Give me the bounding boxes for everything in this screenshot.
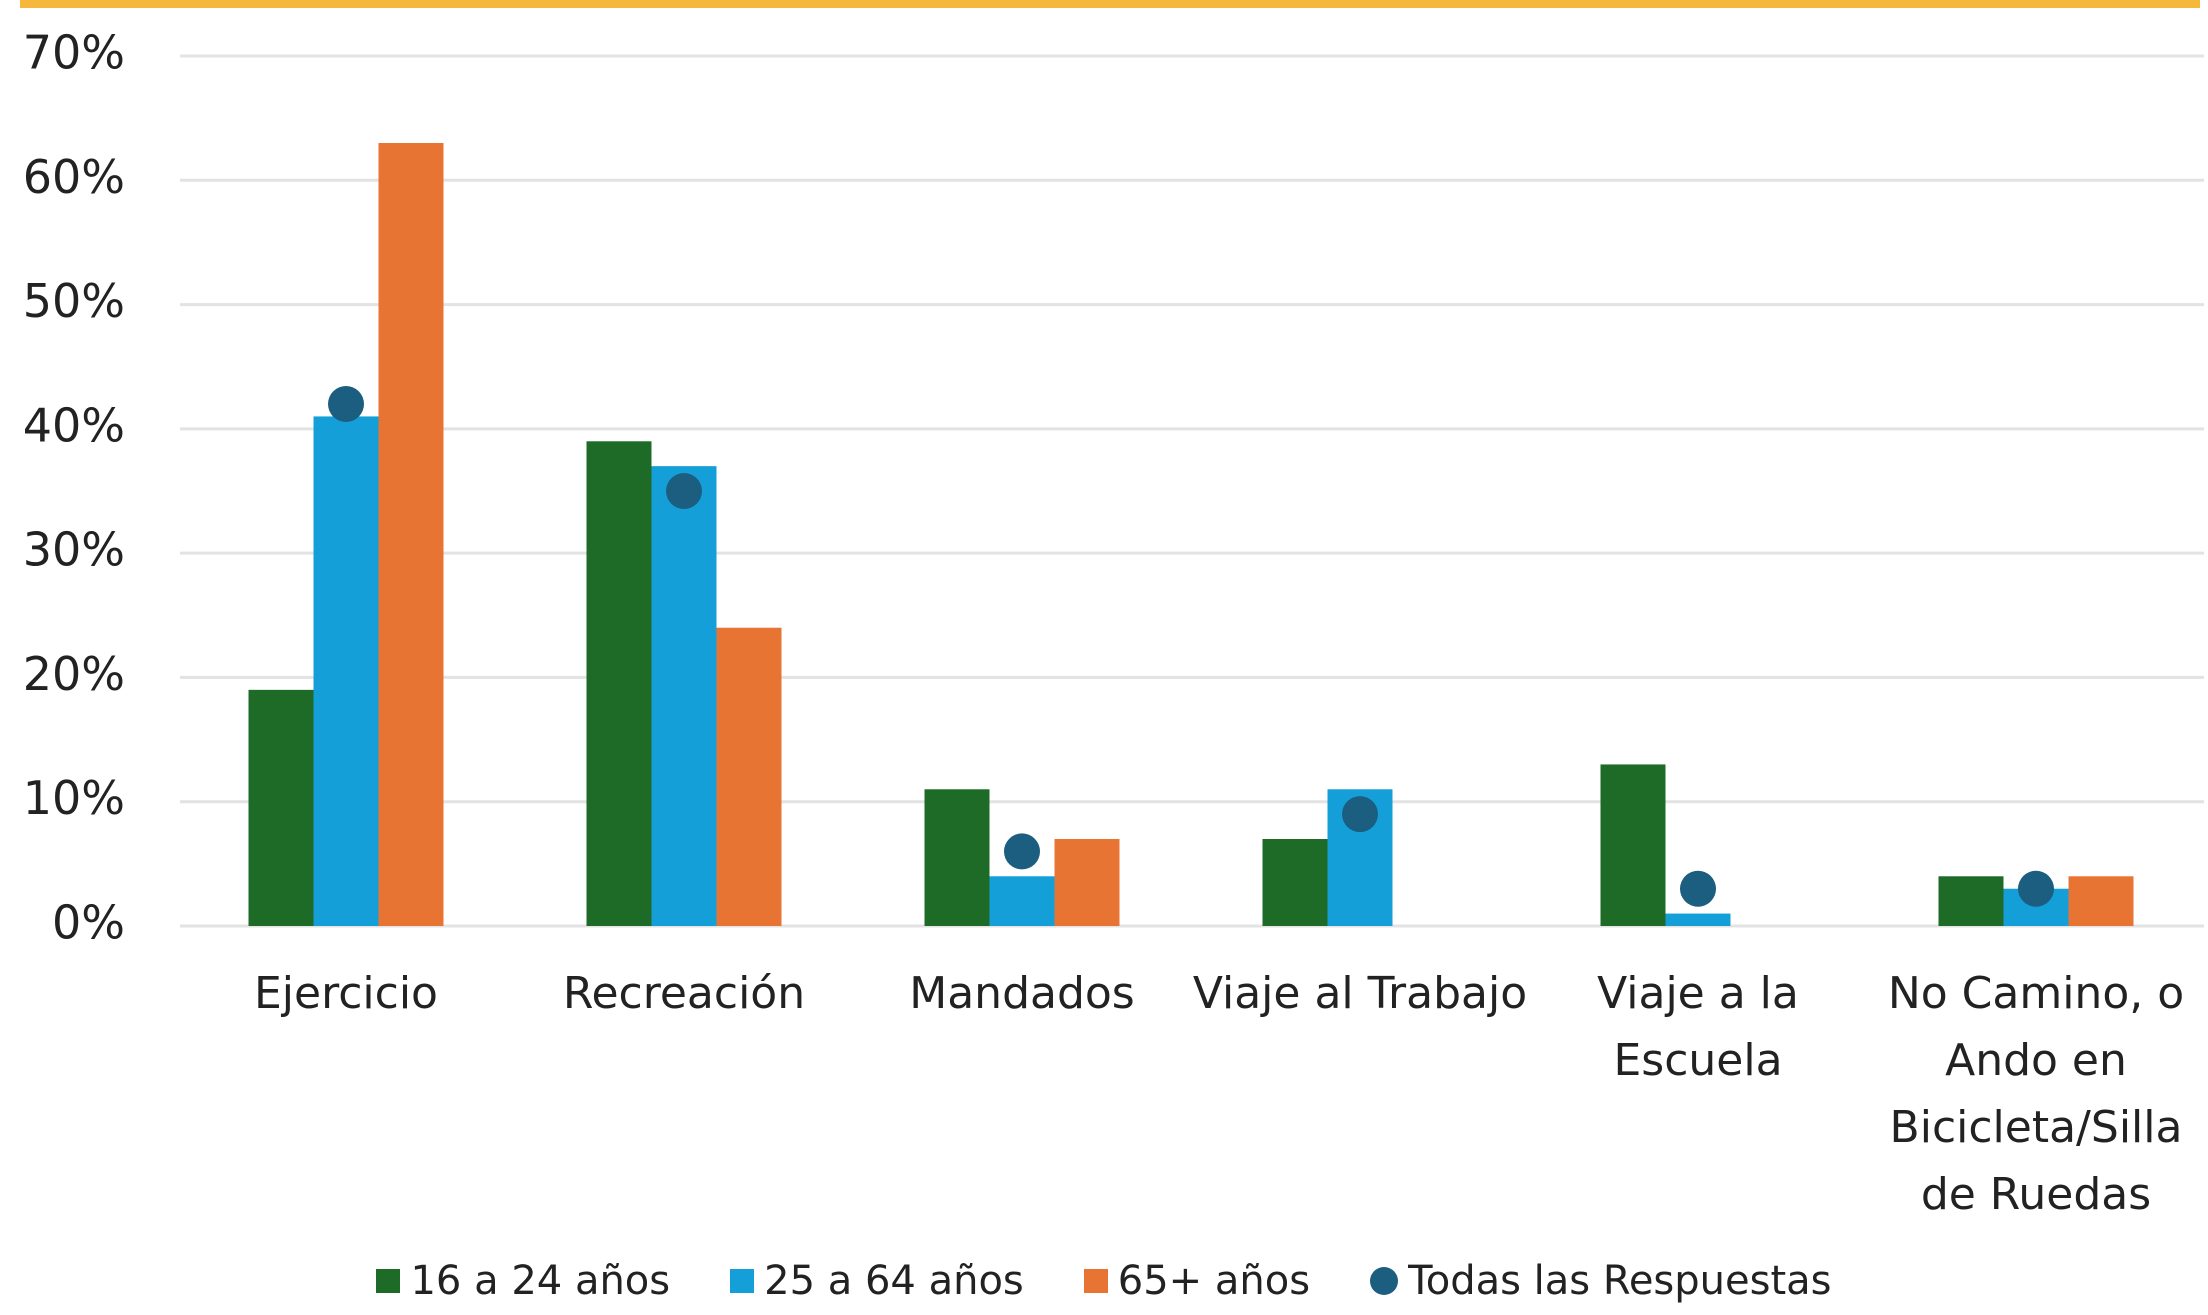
bar — [924, 789, 990, 926]
legend-label: 25 a 64 años — [764, 1258, 1024, 1304]
dot — [328, 386, 364, 422]
bar — [378, 143, 444, 926]
dot — [666, 473, 702, 509]
legend-item: 16 a 24 años — [376, 1258, 670, 1304]
bar — [586, 441, 652, 926]
legend-swatch — [376, 1269, 401, 1293]
y-tick-label: 60% — [23, 150, 125, 204]
legend-label: 16 a 24 años — [410, 1258, 671, 1304]
bar — [2068, 876, 2134, 926]
bar — [1600, 764, 1666, 926]
legend-label: Todas las Respuestas — [1408, 1258, 1832, 1304]
bar — [651, 466, 717, 926]
bar — [1054, 839, 1120, 926]
legend-item: Todas las Respuestas — [1370, 1258, 1832, 1304]
x-tick-label: Mandados — [909, 968, 1135, 1019]
x-tick-label: Recreación — [562, 968, 806, 1019]
legend-item: 65+ años — [1083, 1258, 1311, 1304]
bar — [313, 416, 379, 926]
y-tick-label: 0% — [52, 896, 125, 950]
legend: 16 a 24 años 25 a 64 años 65+ años Todas la… — [0, 1258, 2208, 1304]
legend-item: 25 a 64 años — [730, 1258, 1024, 1304]
y-tick-label: 20% — [23, 647, 125, 701]
dot — [2018, 870, 2054, 907]
x-tick-label: Viaje al Trabajo — [1192, 968, 1528, 1019]
legend-swatch — [1083, 1269, 1108, 1293]
legend-label: 65+ años — [1117, 1258, 1311, 1304]
bar — [1665, 913, 1731, 926]
y-tick-label: 40% — [23, 398, 125, 452]
bar — [248, 689, 314, 926]
dot — [1342, 796, 1378, 833]
bar — [989, 876, 1055, 926]
bar — [1938, 876, 2004, 926]
legend-swatch — [1370, 1267, 1399, 1295]
dot — [1680, 870, 1716, 907]
bar — [1262, 839, 1328, 926]
y-tick-label: 70% — [23, 26, 125, 80]
x-tick-label: Ejercicio — [254, 968, 438, 1019]
top-rule — [20, 0, 2200, 8]
dot — [1004, 833, 1040, 870]
y-tick-label: 10% — [23, 771, 125, 825]
y-tick-label: 30% — [23, 523, 125, 577]
y-tick-label: 50% — [23, 274, 125, 328]
x-tick-label: Viaje a la Escuela — [1597, 968, 1799, 1086]
legend-swatch — [730, 1269, 755, 1293]
x-tick-label: No Camino, o Ando en Bicicleta/Silla de … — [1887, 968, 2185, 1220]
bar — [716, 627, 782, 926]
